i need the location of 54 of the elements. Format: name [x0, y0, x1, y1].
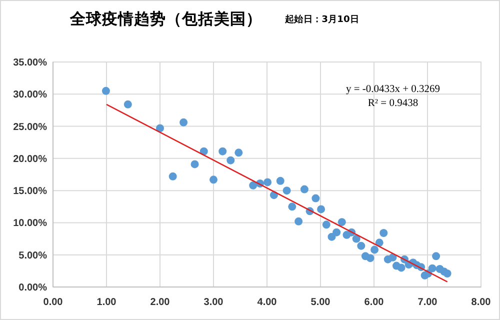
y-tick-label: 30.00%	[13, 90, 48, 101]
x-tick-label: 2.00	[150, 297, 170, 308]
y-tick-label: 10.00%	[13, 218, 48, 230]
x-tick-label: 8.00	[471, 297, 492, 308]
y-tick-label: 15.00%	[13, 186, 48, 198]
point	[300, 185, 308, 194]
point	[357, 242, 366, 250]
point	[397, 264, 406, 272]
point	[338, 218, 346, 226]
y-tick-label: 25.00%	[13, 122, 48, 133]
point	[190, 160, 199, 168]
point	[180, 118, 188, 126]
x-tick-label: 5.00	[310, 297, 331, 308]
point	[218, 147, 227, 156]
x-tick-label: 6.00	[364, 297, 384, 308]
y-tick-label: 20.00%	[13, 154, 48, 165]
x-tick-label: 1.00	[96, 297, 117, 308]
point	[332, 228, 341, 236]
point	[102, 86, 110, 95]
point	[282, 186, 291, 195]
point	[288, 202, 296, 211]
point	[234, 148, 243, 157]
point	[168, 172, 177, 180]
point	[317, 205, 326, 214]
point	[276, 176, 284, 185]
y-tick-label: 35.00%	[13, 58, 48, 68]
annotation: y = -0.0433x + 0.3269	[346, 84, 440, 95]
point	[388, 253, 397, 262]
x-tick-label: 3.00	[204, 297, 224, 308]
point	[370, 246, 379, 254]
point	[156, 124, 164, 132]
point	[210, 176, 218, 184]
point	[443, 270, 452, 278]
point	[249, 181, 258, 190]
chart-subtitle: 起始日：3月10日	[284, 14, 359, 25]
x-tick-label: 7.00	[418, 297, 438, 308]
point	[264, 178, 272, 186]
x-tick-label: 4.00	[257, 297, 278, 308]
point	[294, 217, 303, 226]
x-tick-label: 0.00	[43, 297, 64, 308]
point	[428, 264, 436, 272]
point	[322, 220, 330, 229]
point	[328, 232, 336, 241]
point	[226, 156, 235, 164]
point	[352, 234, 360, 243]
point	[380, 229, 388, 237]
point	[432, 252, 440, 260]
point	[124, 100, 132, 108]
point	[312, 194, 320, 202]
y-tick-label: 0.00%	[18, 282, 48, 294]
chart-title: 全球疫情趋势（包括美国）	[69, 9, 262, 28]
annotation: R² = 0.9438	[368, 98, 418, 109]
point	[366, 254, 374, 262]
y-tick-label: 5.00%	[18, 250, 48, 262]
